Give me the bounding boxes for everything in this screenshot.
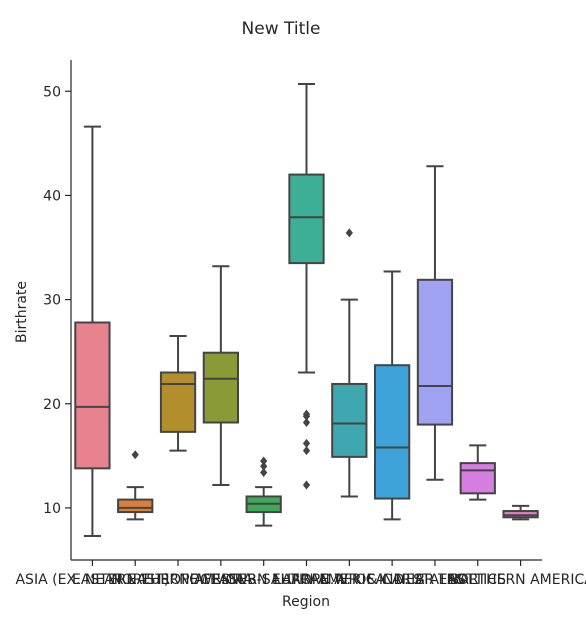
box-body: [74, 321, 111, 470]
x-axis-label: Region: [282, 594, 330, 610]
y-tick-label: 10: [43, 501, 61, 517]
outlier-point: [302, 446, 311, 456]
box-body: [331, 382, 368, 458]
box-10: [459, 444, 496, 501]
box-body: [502, 510, 539, 519]
y-ticks: 10 20 30 40 50: [43, 84, 71, 517]
box-6: [288, 82, 325, 490]
x-tick-label: BALTICS: [450, 572, 507, 588]
x-tick-label: EASTERN EUROPE: [72, 572, 199, 588]
x-tick-label: NORTHERN AFRICA: [111, 572, 245, 588]
y-tick-label: 20: [43, 397, 61, 413]
box-body: [288, 173, 325, 265]
outlier-point: [302, 480, 311, 490]
y-axis-label: Birthrate: [14, 281, 30, 343]
outlier-point: [260, 461, 268, 471]
y-tick-label: 50: [43, 84, 61, 100]
box-9: [416, 165, 454, 481]
outlier-point: [260, 468, 268, 477]
box-3: [159, 335, 197, 452]
box-4: [202, 265, 239, 486]
box-7: [331, 228, 368, 498]
x-tick-label: ASIA (EX. NEAR EAST): [15, 572, 169, 588]
x-tick-label: NORTHERN AMERICA: [447, 572, 586, 588]
box-2: [117, 450, 154, 521]
box-8: [374, 270, 411, 521]
box-11: [502, 504, 539, 521]
plot-area: [74, 82, 539, 538]
box-body: [202, 351, 239, 424]
outlier-point: [131, 450, 139, 460]
x-tick-label: NEAR EAST: [395, 572, 474, 588]
outlier-point: [345, 228, 353, 238]
x-tick-label: WESTERN EUROPE: [198, 572, 329, 588]
outlier-point: [302, 409, 311, 419]
box-body: [117, 498, 154, 514]
outlier-point: [302, 418, 311, 427]
y-tick-label: 30: [43, 293, 61, 309]
box-body: [159, 371, 197, 433]
chart-title: New Title: [242, 19, 321, 39]
x-ticks: ASIA (EX. NEAR EAST)EASTERN EUROPENORTHE…: [15, 560, 586, 588]
outlier-point: [260, 456, 268, 466]
x-tick-label: SUB-SAHARAN AFRICA: [228, 572, 386, 588]
x-tick-label: C.W. OF IND. STATES: [320, 572, 464, 588]
box-body: [459, 462, 496, 495]
x-tick-label: OCEANIA: [189, 572, 253, 588]
box-1: [74, 125, 111, 538]
x-tick-label: LATIN AMER. & CARIB: [274, 572, 425, 588]
y-tick-label: 40: [43, 188, 61, 204]
box-body: [374, 364, 411, 500]
box-5: [245, 456, 282, 527]
box-body: [416, 278, 454, 426]
outlier-point: [302, 438, 311, 448]
